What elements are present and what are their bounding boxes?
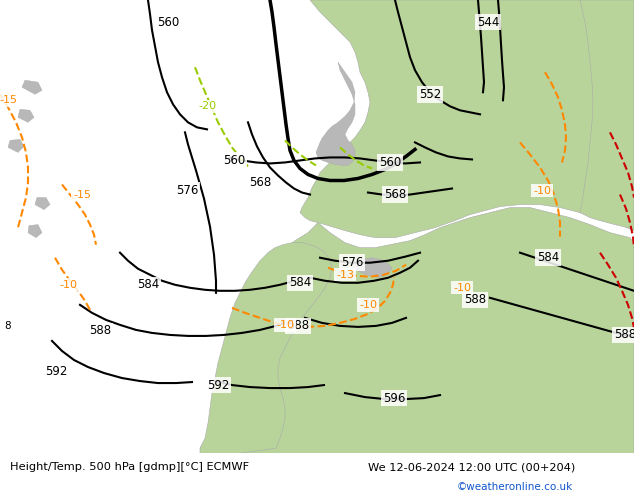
Text: 544: 544 [477,16,499,28]
Text: 592: 592 [45,365,67,377]
Text: 588: 588 [614,328,634,342]
Text: -15: -15 [73,190,91,199]
Text: 588: 588 [464,294,486,306]
Polygon shape [200,243,332,453]
Text: 588: 588 [287,319,309,332]
Polygon shape [580,0,634,231]
Polygon shape [28,224,42,238]
Polygon shape [316,62,355,166]
Polygon shape [35,197,50,210]
Polygon shape [200,208,634,453]
Text: -10: -10 [59,280,77,290]
Text: 584: 584 [137,278,159,291]
Text: We 12-06-2024 12:00 UTC (00+204): We 12-06-2024 12:00 UTC (00+204) [368,462,575,472]
Text: 576: 576 [341,256,363,269]
Text: -10: -10 [453,283,471,293]
Text: -15: -15 [0,95,17,105]
Text: -10: -10 [533,186,551,196]
Text: -20: -20 [199,101,217,111]
Text: 584: 584 [537,251,559,264]
Text: 568: 568 [384,188,406,201]
Text: 592: 592 [207,379,229,392]
Text: 568: 568 [249,176,271,189]
Text: -13: -13 [336,270,354,280]
Polygon shape [22,80,42,94]
Text: 584: 584 [289,276,311,289]
Text: 552: 552 [419,88,441,101]
Text: 588: 588 [89,324,111,338]
Text: -10: -10 [359,300,377,310]
Text: 8: 8 [4,321,11,331]
Text: 560: 560 [379,156,401,169]
Text: 560: 560 [157,16,179,28]
Text: 596: 596 [383,392,405,405]
Polygon shape [18,109,34,122]
Polygon shape [300,0,634,238]
Polygon shape [8,139,24,152]
Text: -10: -10 [276,320,294,330]
Polygon shape [352,258,392,278]
Text: 576: 576 [176,184,198,197]
Text: 560: 560 [223,154,245,167]
Text: Height/Temp. 500 hPa [gdmp][°C] ECMWF: Height/Temp. 500 hPa [gdmp][°C] ECMWF [10,462,249,472]
Text: ©weatheronline.co.uk: ©weatheronline.co.uk [456,482,573,490]
